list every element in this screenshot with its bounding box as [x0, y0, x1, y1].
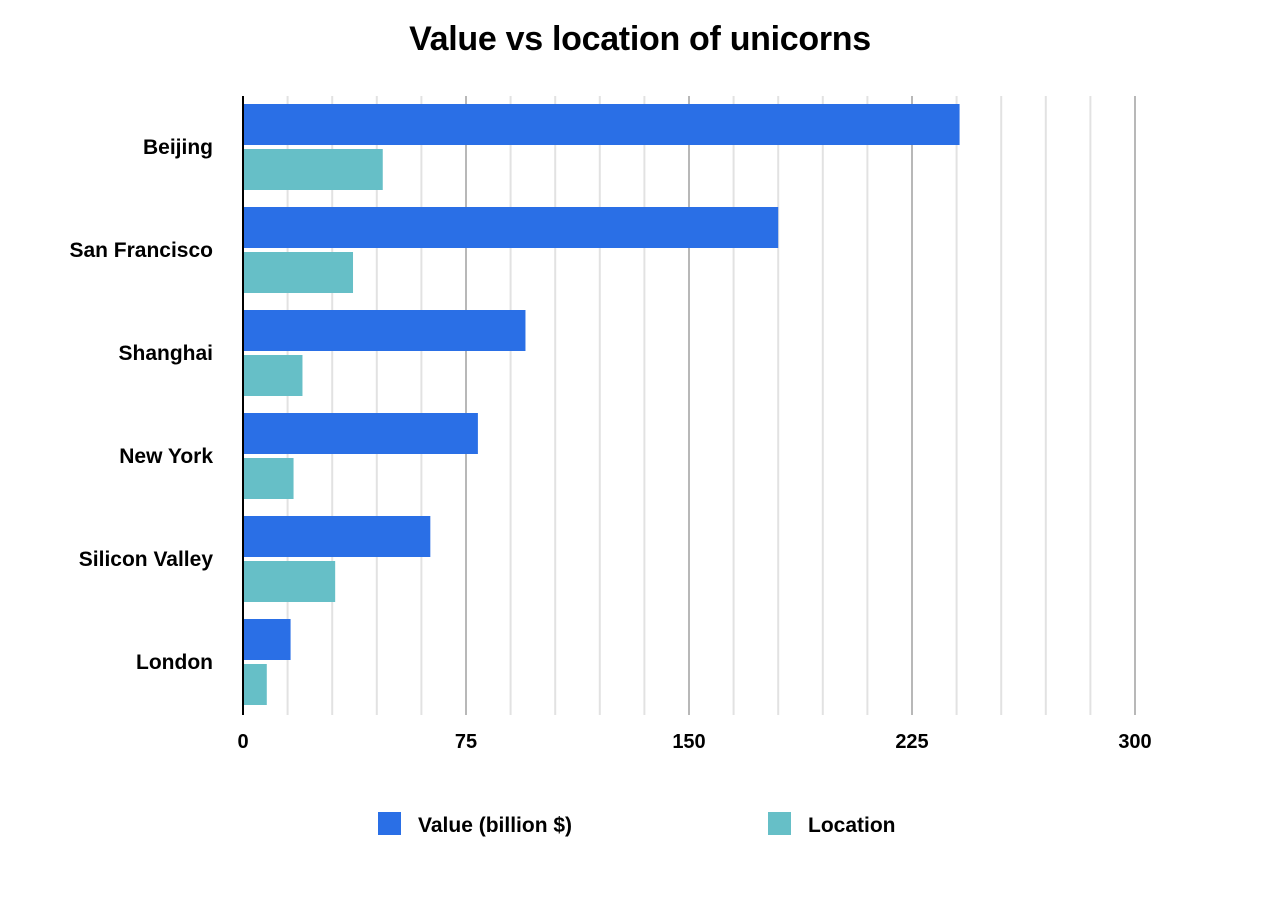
x-tick-label: 300 — [1118, 731, 1151, 753]
category-label: New York — [119, 445, 213, 468]
legend-label-location: Location — [808, 814, 896, 837]
category-label: San Francisco — [69, 239, 213, 262]
x-tick-label: 0 — [237, 731, 248, 753]
x-tick-label: 150 — [672, 731, 705, 753]
category-label: Beijing — [143, 136, 213, 159]
bar-location-new-york — [243, 458, 294, 499]
bar-value-beijing — [243, 104, 960, 145]
chart-title: Value vs location of unicorns — [409, 20, 871, 58]
bar-value-shanghai — [243, 310, 526, 351]
bar-value-london — [243, 619, 291, 660]
bar-location-london — [243, 664, 267, 705]
legend-swatch-value — [378, 812, 401, 835]
bar-value-new-york — [243, 413, 478, 454]
bar-location-san-francisco — [243, 252, 354, 293]
legend-label-value: Value (billion $) — [418, 814, 572, 837]
bar-location-silicon-valley — [243, 561, 336, 602]
grid-layer — [286, 96, 1136, 715]
bar-location-shanghai — [243, 355, 303, 396]
bar-value-silicon-valley — [243, 516, 431, 557]
category-label: Silicon Valley — [79, 548, 214, 571]
bar-value-san-francisco — [243, 207, 779, 248]
bar-location-beijing — [243, 149, 383, 190]
legend-swatch-location — [768, 812, 791, 835]
x-tick-label: 225 — [895, 731, 928, 753]
category-label: Shanghai — [118, 342, 213, 365]
bars-layer — [243, 104, 960, 705]
legend-layer: Value (billion $) Location — [378, 812, 896, 837]
axis-layer: Beijing San Francisco Shanghai New York Sili… — [69, 96, 1152, 753]
category-label: London — [136, 651, 213, 674]
x-tick-label: 75 — [455, 731, 477, 753]
